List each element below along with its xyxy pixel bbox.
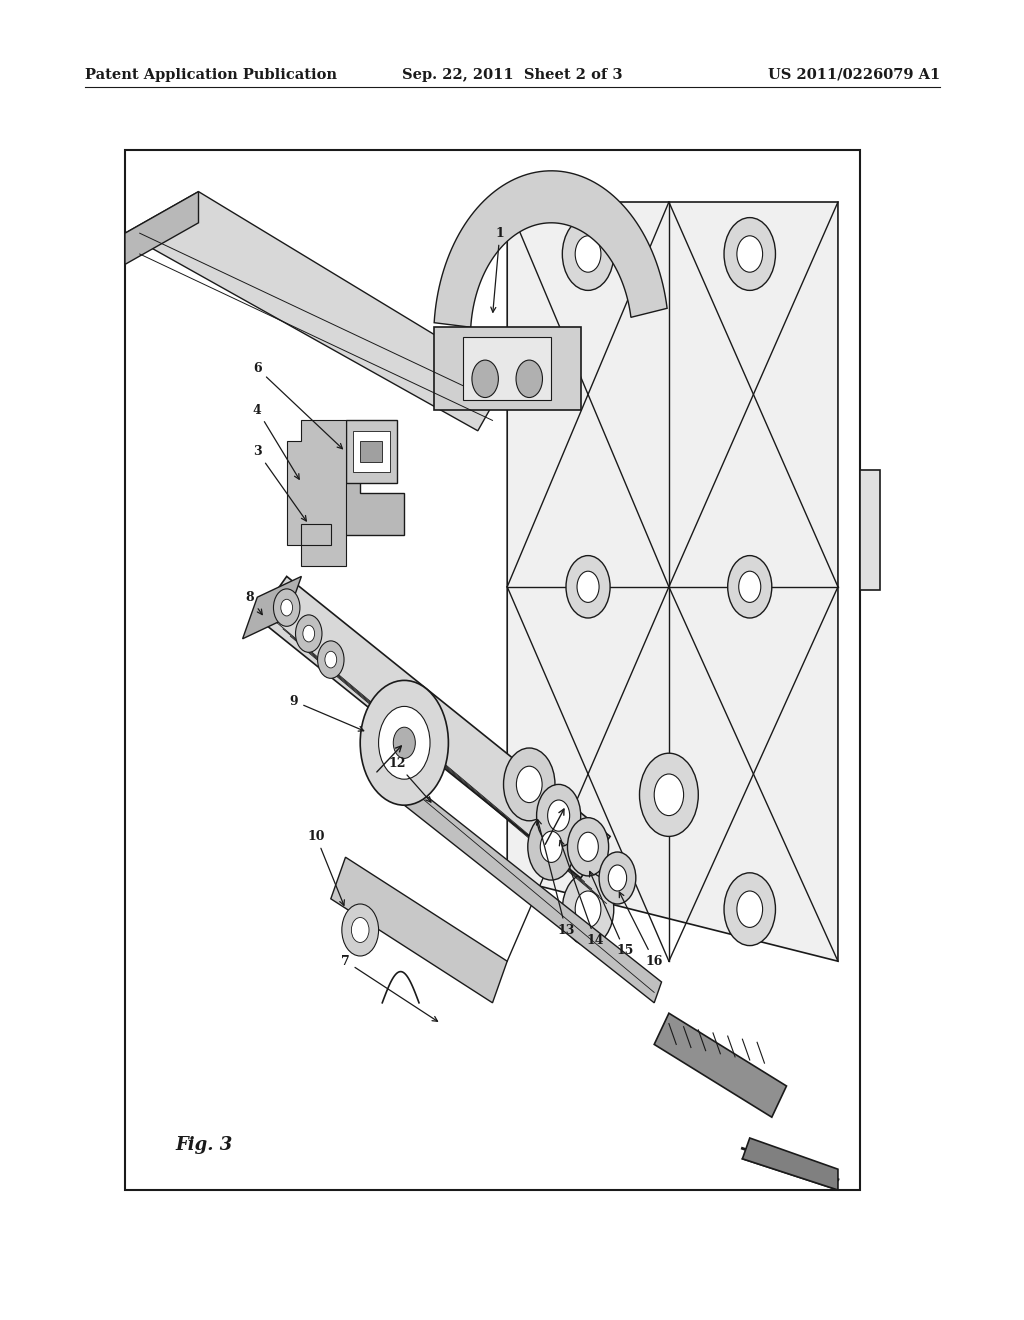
- Ellipse shape: [504, 748, 555, 821]
- Polygon shape: [434, 327, 581, 411]
- Ellipse shape: [303, 626, 314, 642]
- Text: 13: 13: [537, 820, 574, 936]
- Ellipse shape: [379, 706, 430, 779]
- Ellipse shape: [599, 851, 636, 904]
- Ellipse shape: [724, 873, 775, 945]
- Ellipse shape: [737, 236, 763, 272]
- Text: Fig. 3: Fig. 3: [175, 1137, 232, 1154]
- Text: 6: 6: [253, 362, 342, 449]
- Ellipse shape: [575, 236, 601, 272]
- Text: 9: 9: [290, 694, 364, 731]
- Polygon shape: [287, 420, 345, 566]
- Text: 8: 8: [246, 591, 262, 615]
- Text: 14: 14: [559, 841, 604, 946]
- Ellipse shape: [281, 599, 293, 616]
- Polygon shape: [463, 337, 551, 400]
- Ellipse shape: [738, 572, 761, 602]
- Bar: [125, 150, 860, 1191]
- Text: 15: 15: [590, 871, 634, 957]
- Ellipse shape: [562, 873, 613, 945]
- Ellipse shape: [527, 813, 574, 880]
- Text: 1: 1: [490, 227, 504, 313]
- Ellipse shape: [393, 727, 416, 759]
- Ellipse shape: [737, 891, 763, 928]
- Polygon shape: [331, 857, 507, 1003]
- Polygon shape: [654, 1014, 786, 1117]
- Text: 10: 10: [307, 830, 344, 906]
- Ellipse shape: [273, 589, 300, 626]
- Polygon shape: [404, 784, 662, 1003]
- Ellipse shape: [562, 218, 613, 290]
- Polygon shape: [316, 430, 404, 535]
- Text: 16: 16: [620, 892, 663, 968]
- Ellipse shape: [578, 832, 598, 862]
- Ellipse shape: [608, 865, 627, 891]
- Polygon shape: [434, 170, 667, 327]
- Ellipse shape: [728, 556, 772, 618]
- Text: Sep. 22, 2011  Sheet 2 of 3: Sep. 22, 2011 Sheet 2 of 3: [401, 69, 623, 82]
- Ellipse shape: [537, 784, 581, 847]
- Polygon shape: [345, 420, 397, 483]
- Text: Patent Application Publication: Patent Application Publication: [85, 69, 337, 82]
- Ellipse shape: [548, 800, 569, 832]
- Ellipse shape: [472, 360, 499, 397]
- Polygon shape: [742, 1138, 838, 1191]
- Ellipse shape: [567, 817, 608, 876]
- Ellipse shape: [516, 360, 543, 397]
- Ellipse shape: [566, 556, 610, 618]
- Ellipse shape: [516, 766, 542, 803]
- Ellipse shape: [541, 832, 562, 862]
- Text: US 2011/0226079 A1: US 2011/0226079 A1: [768, 69, 940, 82]
- Ellipse shape: [317, 642, 344, 678]
- Text: 12: 12: [388, 758, 431, 803]
- Ellipse shape: [578, 572, 599, 602]
- Ellipse shape: [724, 218, 775, 290]
- Text: 3: 3: [253, 445, 306, 521]
- Ellipse shape: [325, 651, 337, 668]
- Polygon shape: [125, 191, 199, 264]
- Ellipse shape: [296, 615, 322, 652]
- Bar: [860, 470, 880, 590]
- Ellipse shape: [654, 774, 684, 816]
- Ellipse shape: [351, 917, 369, 942]
- Polygon shape: [125, 191, 507, 430]
- Polygon shape: [353, 430, 389, 473]
- Polygon shape: [257, 577, 610, 878]
- Polygon shape: [243, 577, 301, 639]
- Ellipse shape: [342, 904, 379, 956]
- Polygon shape: [507, 202, 838, 961]
- Polygon shape: [360, 441, 382, 462]
- Ellipse shape: [360, 680, 449, 805]
- Ellipse shape: [640, 754, 698, 837]
- Text: 4: 4: [253, 404, 299, 479]
- Text: 7: 7: [341, 954, 437, 1022]
- Ellipse shape: [575, 891, 601, 928]
